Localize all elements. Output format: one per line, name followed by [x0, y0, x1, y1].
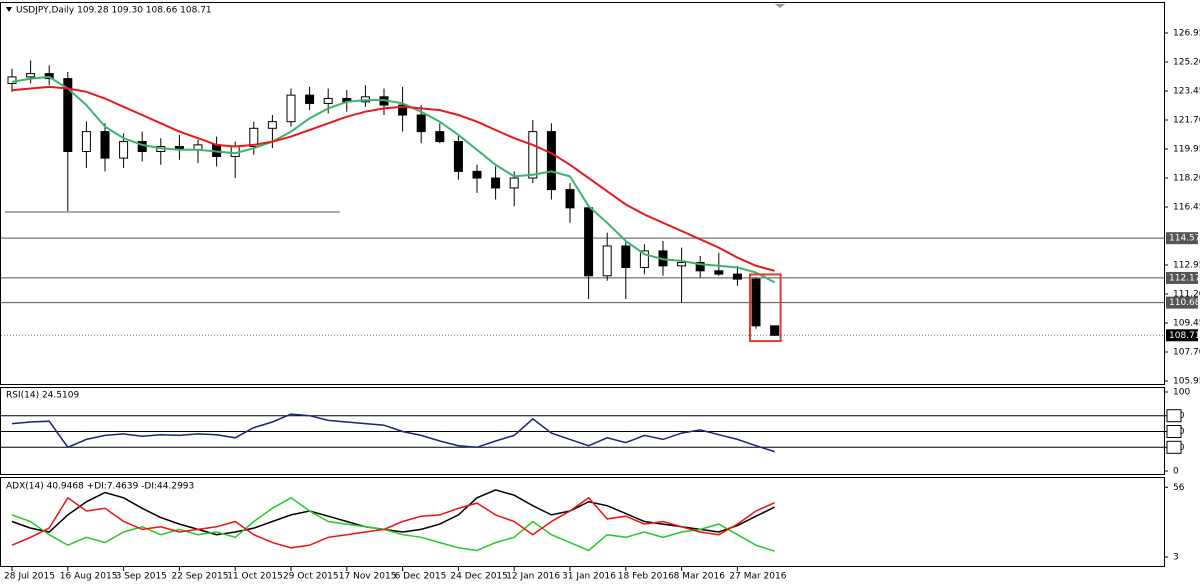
- chart-title: USDJPY,Daily 109.28 109.30 108.66 108.71: [16, 6, 212, 16]
- candle-body: [751, 278, 761, 327]
- candle-body: [26, 73, 36, 78]
- y-tick-label: 118.20: [1173, 174, 1200, 184]
- indicator-line: [11, 496, 775, 549]
- candle-body: [621, 245, 631, 268]
- x-tick-label: 22 Sep 2015: [171, 572, 228, 582]
- y-tick-label: 123.45: [1173, 87, 1200, 97]
- y-tick-label: 3: [1173, 553, 1179, 563]
- y-tick-label: 119.95: [1173, 145, 1200, 155]
- x-tick-label: 31 Jan 2016: [562, 572, 616, 582]
- level-box: [1166, 409, 1182, 423]
- x-tick-label: 18 Feb 2016: [618, 572, 674, 582]
- y-tick-label: 107.70: [1173, 348, 1200, 358]
- level-label: 110.68: [1169, 298, 1200, 308]
- indicator-line: [11, 496, 775, 552]
- y-tick-label: 111.20: [1173, 290, 1200, 300]
- x-tick-label: 29 Oct 2015: [283, 572, 339, 582]
- bid-label: 108.71: [1169, 331, 1200, 341]
- candle-body: [770, 325, 780, 336]
- x-tick-label: 24 Dec 2015: [450, 572, 508, 582]
- y-tick-label: 109.45: [1173, 319, 1200, 329]
- candle-body: [639, 250, 649, 268]
- candle-body: [398, 104, 408, 116]
- indicator-line: [11, 75, 776, 284]
- bid-label-box: [1166, 329, 1198, 342]
- adx-title: ADX(14) 40.9468 +DI:7.4639 -DI:44.2993: [6, 482, 194, 492]
- x-tick-label: 11 Oct 2015: [227, 572, 283, 582]
- level-label-box: [1166, 232, 1198, 245]
- level-label: 114.57: [1169, 234, 1200, 244]
- y-tick-label: 56: [1173, 483, 1185, 493]
- candle-body: [7, 76, 17, 85]
- candle-body: [305, 94, 315, 104]
- candle-body: [453, 141, 463, 172]
- highlight-box: [749, 273, 782, 343]
- candle-body: [602, 245, 612, 277]
- level-label: 112.17: [1169, 273, 1200, 283]
- y-tick-label: 0: [1173, 467, 1179, 477]
- candle-body: [695, 262, 705, 272]
- candle-body: [267, 121, 277, 129]
- menu-arrow[interactable]: [6, 7, 12, 12]
- candle-body: [509, 177, 519, 189]
- candle-body: [119, 141, 129, 159]
- candle-body: [677, 262, 687, 267]
- candle-body: [249, 127, 259, 148]
- y-tick-label: 112.95: [1173, 261, 1200, 271]
- candle-body: [546, 131, 556, 191]
- level-box: [1166, 440, 1182, 454]
- x-tick-label: 6 Dec 2015: [395, 572, 447, 582]
- level-label-box: [1166, 271, 1198, 284]
- candle-body: [323, 97, 333, 104]
- indicator-line: [11, 489, 775, 536]
- candle-body: [416, 114, 426, 133]
- shift-marker: [775, 4, 785, 8]
- y-tick-label: 100: [1173, 388, 1190, 398]
- candle-body: [584, 207, 594, 277]
- level-box: [1166, 425, 1182, 438]
- candle-body: [732, 273, 742, 280]
- candle-body: [81, 131, 91, 152]
- x-tick-label: 17 Nov 2015: [339, 572, 397, 582]
- indicator-line: [11, 85, 775, 272]
- main-panel: [0, 2, 1165, 385]
- y-tick-label: 125.20: [1173, 58, 1200, 68]
- candle-body: [286, 94, 296, 123]
- x-tick-label: 12 Jan 2016: [506, 572, 560, 582]
- indicator-line: [11, 413, 775, 453]
- adx-panel: [0, 477, 1165, 567]
- candle-body: [565, 189, 575, 209]
- candle-body: [472, 170, 482, 179]
- x-tick-label: 8 Mar 2016: [674, 572, 726, 582]
- x-tick-label: 27 Mar 2016: [729, 572, 786, 582]
- candle-body: [63, 78, 73, 152]
- y-tick-label: 116.45: [1173, 203, 1200, 213]
- candle-body: [714, 270, 724, 275]
- x-tick-label: 28 Jul 2015: [4, 572, 55, 582]
- y-tick-label: 121.70: [1173, 116, 1200, 126]
- rsi-title: RSI(14) 24.5109: [6, 391, 79, 401]
- y-tick-label: 105.95: [1173, 377, 1200, 387]
- y-tick-label: 126.95: [1173, 29, 1200, 39]
- x-tick-label: 3 Sep 2015: [116, 572, 167, 582]
- level-label-box: [1166, 296, 1198, 309]
- candle-body: [528, 131, 538, 179]
- candle-body: [435, 131, 445, 143]
- candle-body: [491, 177, 501, 189]
- x-tick-label: 16 Aug 2015: [60, 572, 118, 582]
- candle-body: [100, 131, 110, 159]
